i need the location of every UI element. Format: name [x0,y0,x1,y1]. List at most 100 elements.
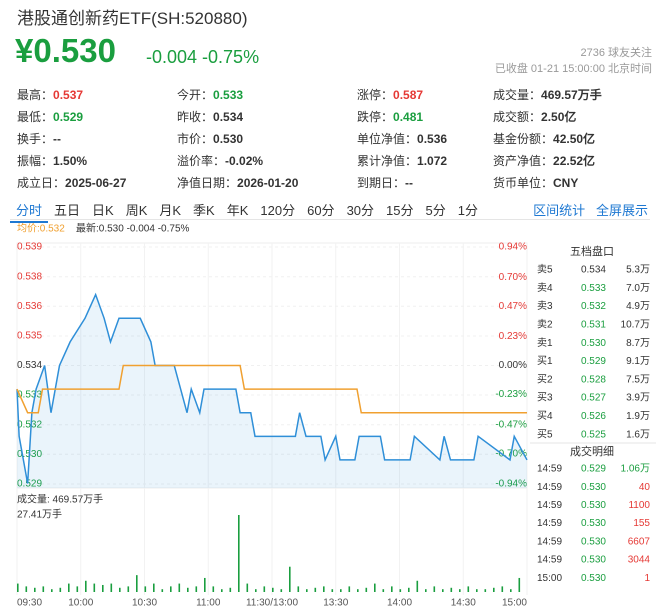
trade-price: 0.530 [581,500,606,511]
order-volume: 10.7万 [621,320,650,331]
volume-bar [85,580,87,592]
stat-label: 累计净值： [357,154,418,168]
volume-bar [510,589,512,592]
trade-volume: 6607 [628,536,651,547]
x-tick-label: 09:30 [17,598,42,609]
followers[interactable]: 2736 球友关注 [580,47,652,59]
stat: 昨收：0.534 [177,108,243,125]
volume-bar [187,587,189,592]
volume-bar [399,589,402,592]
stat-label: 成立日： [17,176,66,190]
y2-tick-label: 0.47% [499,301,527,312]
stat-label: 最低： [17,110,54,124]
stat-label: 单位净值： [357,132,418,146]
stat-value: 0.533 [213,88,244,102]
stat: 基金份额：42.50亿 [493,130,595,147]
stat: 最低：0.529 [17,108,83,125]
tab[interactable]: 分时 [10,198,49,223]
stat-value: 0.481 [393,110,424,124]
stat-label: 今开： [177,88,214,102]
volume-bar [127,586,130,592]
price: ¥0.530 [15,32,116,69]
volume-bar [306,589,308,592]
tab-link[interactable]: 区间统计 [533,203,586,218]
order-side: 卖2 [537,319,553,331]
tab[interactable]: 60分 [307,203,335,218]
stat-label: 到期日： [357,176,406,190]
stat-label: 涨停： [357,88,394,102]
x-tick-label: 10:00 [68,598,93,609]
stat: 溢价率：-0.02% [177,152,263,169]
stat-value: CNY [553,176,579,190]
stat-label: 最高： [17,88,54,102]
trade-price: 0.529 [581,464,606,475]
tab-links: 区间统计 全屏展示 [533,200,648,219]
tab[interactable]: 30分 [346,203,375,218]
y-tick-label: 0.538 [17,271,42,282]
stat: 货币单位：CNY [493,174,578,191]
y-tick-label: 0.529 [17,479,42,490]
volume-bar [459,589,461,592]
tab[interactable]: 年K [226,203,249,218]
order-volume: 1.9万 [626,411,650,422]
order-price: 0.534 [581,265,606,276]
tab[interactable]: 周K [125,203,148,218]
y-tick-label: 0.536 [17,301,42,312]
volume-bar [467,586,470,592]
volume-bar [357,589,359,592]
stat: 成交额：2.50亿 [493,108,576,125]
tab-link[interactable]: 全屏展示 [595,203,648,218]
volume-bar [170,586,172,592]
tab[interactable]: 15分 [386,203,414,218]
volume-bar [391,586,393,592]
tab[interactable]: 1分 [457,203,478,218]
tab[interactable]: 季K [193,203,215,218]
volume-bar [42,586,45,592]
stat-label: 昨收： [177,110,214,124]
order-volume: 1.6万 [626,429,650,440]
order-volume: 7.5万 [626,374,650,385]
tab[interactable]: 120分 [260,203,296,218]
stat-value: 0.529 [53,110,84,124]
stat-label: 净值日期： [177,176,238,190]
trade-time: 14:59 [537,518,562,529]
stat-value: 42.50亿 [553,132,596,146]
volume-bar [382,589,385,592]
tab[interactable]: 五日 [54,203,81,218]
volume-bar [17,583,19,592]
volume-bar [331,589,334,592]
tab[interactable]: 5分 [425,203,446,218]
stat: 涨停：0.587 [357,86,423,103]
trade-time: 14:59 [537,500,562,511]
y-tick-label: 0.534 [17,360,42,371]
stat-value: 0.587 [393,88,424,102]
order-volume: 5.3万 [626,265,650,276]
tab[interactable]: 日K [92,203,114,218]
order-side: 买4 [537,410,553,422]
y2-tick-label: 0.70% [499,272,527,283]
x-tick-label: 14:00 [387,598,412,609]
order-price: 0.526 [581,411,606,422]
volume-bar [476,589,478,592]
volume-bar [136,575,138,592]
volume-bar [433,586,436,592]
title: 港股通创新药ETF(SH:520880) [17,9,248,28]
volume-bar [204,577,206,592]
legend-latest: 最新:0.530 -0.004 -0.75% [76,222,190,235]
stat: 成交量：469.57万手 [493,86,602,103]
stat: 到期日：-- [357,174,413,191]
y2-tick-label: 0.23% [499,331,527,342]
stat-label: 货币单位： [493,176,554,190]
tab[interactable]: 月K [159,203,182,218]
stat: 市价：0.530 [177,130,243,147]
stat-value: 0.536 [417,132,448,146]
order-side: 买2 [537,373,553,385]
order-book-title: 五档盘口 [570,244,614,258]
order-volume: 3.9万 [626,393,650,404]
order-price: 0.527 [581,393,606,404]
legend-avg: 均价:0.532 [17,223,65,235]
stat: 成立日：2025-06-27 [17,174,126,191]
volume-bar [408,587,410,592]
trade-price: 0.530 [581,573,606,584]
stat: 最高：0.537 [17,86,83,103]
